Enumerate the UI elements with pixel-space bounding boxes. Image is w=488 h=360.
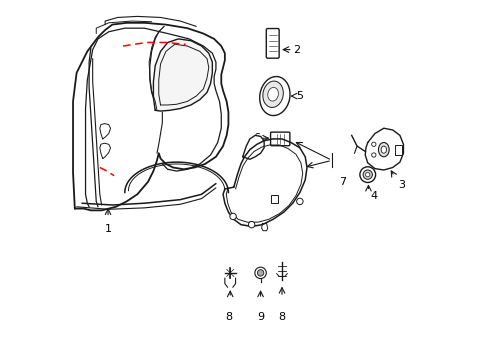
Ellipse shape xyxy=(380,146,386,153)
Circle shape xyxy=(371,153,375,157)
Polygon shape xyxy=(242,135,264,159)
FancyBboxPatch shape xyxy=(271,195,277,203)
Polygon shape xyxy=(223,139,306,226)
FancyBboxPatch shape xyxy=(394,145,401,155)
Circle shape xyxy=(371,142,375,147)
Polygon shape xyxy=(100,123,110,139)
Text: 3: 3 xyxy=(397,180,404,190)
Ellipse shape xyxy=(259,77,289,116)
Text: 6: 6 xyxy=(253,133,260,143)
Circle shape xyxy=(296,198,303,204)
Polygon shape xyxy=(73,23,228,210)
Polygon shape xyxy=(365,128,403,170)
Text: 4: 4 xyxy=(369,192,377,202)
Polygon shape xyxy=(100,143,110,158)
FancyBboxPatch shape xyxy=(270,132,289,146)
Circle shape xyxy=(248,221,254,228)
Ellipse shape xyxy=(378,143,388,157)
Text: 2: 2 xyxy=(292,45,299,55)
Ellipse shape xyxy=(267,87,278,101)
FancyBboxPatch shape xyxy=(266,28,279,58)
Circle shape xyxy=(363,170,372,179)
Circle shape xyxy=(359,167,375,183)
Circle shape xyxy=(257,270,263,276)
Circle shape xyxy=(229,213,236,220)
Text: 7: 7 xyxy=(339,177,346,187)
Text: 8: 8 xyxy=(278,312,285,322)
Polygon shape xyxy=(261,224,267,231)
Text: 5: 5 xyxy=(296,91,303,101)
Ellipse shape xyxy=(263,81,283,107)
Text: 9: 9 xyxy=(257,312,264,322)
Text: 1: 1 xyxy=(104,224,111,234)
Circle shape xyxy=(254,267,266,279)
Circle shape xyxy=(365,172,369,177)
Text: 8: 8 xyxy=(224,312,231,322)
Polygon shape xyxy=(153,39,212,111)
